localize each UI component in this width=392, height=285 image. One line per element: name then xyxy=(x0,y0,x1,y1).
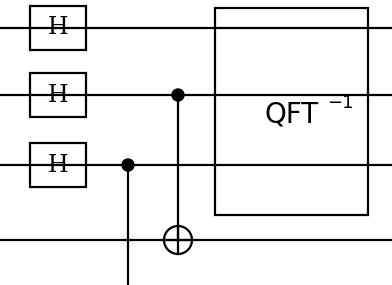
Text: H: H xyxy=(48,84,68,107)
Bar xyxy=(215,8,368,215)
Circle shape xyxy=(172,89,184,101)
Text: QFT: QFT xyxy=(265,101,319,129)
Bar xyxy=(30,6,86,50)
Text: H: H xyxy=(48,17,68,40)
Circle shape xyxy=(122,159,134,171)
Text: H: H xyxy=(48,154,68,176)
Bar xyxy=(30,73,86,117)
Bar xyxy=(30,143,86,187)
Text: −1: −1 xyxy=(327,94,354,112)
